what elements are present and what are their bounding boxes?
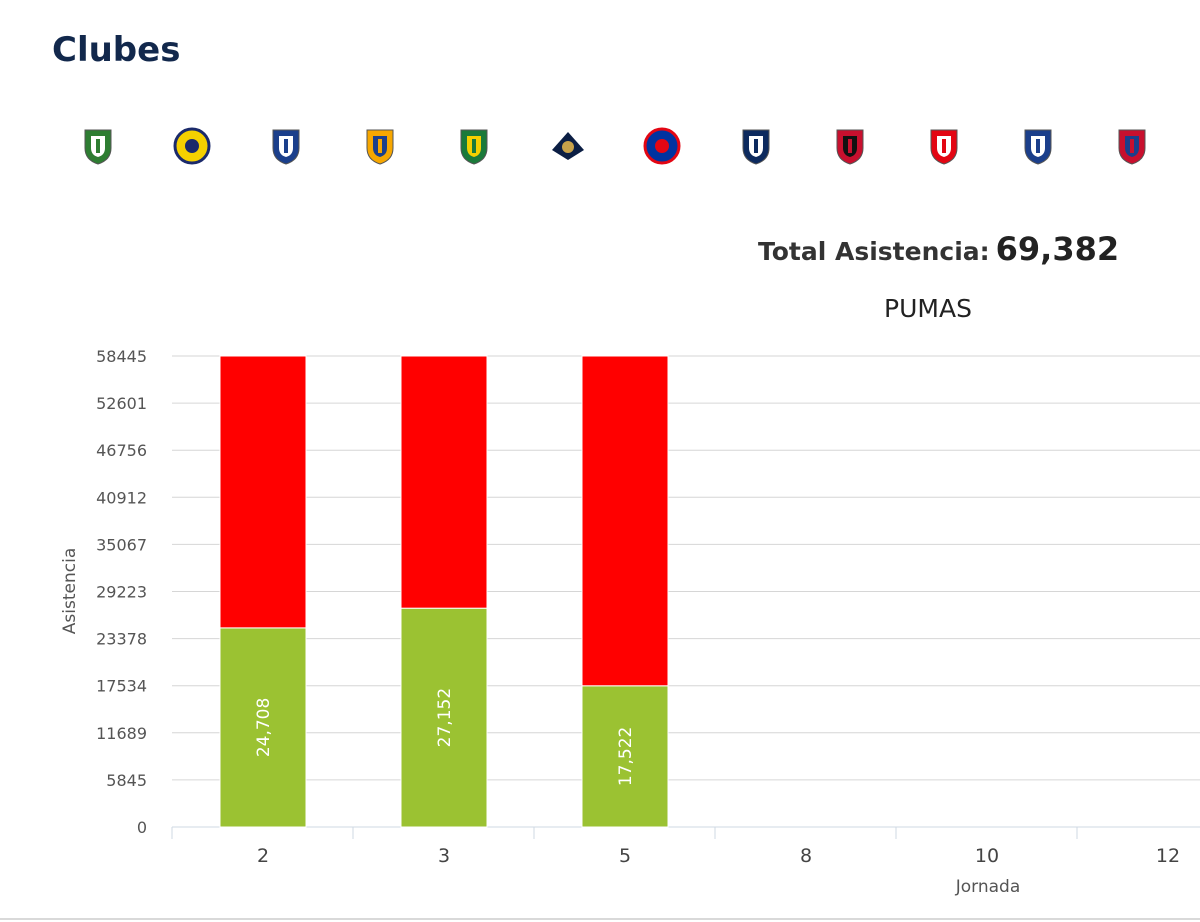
y-tick-label: 0 — [137, 818, 147, 837]
x-tick-label: 12 — [1156, 845, 1180, 867]
pumas-crest-icon[interactable] — [547, 120, 589, 170]
y-tick-label: 23378 — [96, 630, 147, 649]
y-tick-label: 5845 — [106, 771, 147, 790]
clubs-row — [0, 120, 1200, 170]
y-tick-label: 40912 — [96, 488, 147, 507]
total-attendance-value: 69,382 — [995, 230, 1120, 268]
pachuca-crest-icon[interactable] — [1017, 120, 1059, 170]
y-tick-label: 52601 — [96, 394, 147, 413]
x-tick-label: 8 — [800, 845, 812, 867]
total-attendance: Total Asistencia: 69,382 — [758, 230, 1119, 268]
attendance-bar — [400, 607, 488, 828]
bar-data-label: 17,522 — [616, 727, 636, 786]
x-tick-label: 2 — [257, 845, 269, 867]
bottom-divider — [0, 918, 1200, 920]
queretaro-crest-icon[interactable] — [265, 120, 307, 170]
capacity-remaining-bar — [400, 355, 488, 609]
capacity-remaining-bar — [581, 355, 669, 687]
monterrey-crest-icon[interactable] — [735, 120, 777, 170]
x-tick-label: 3 — [438, 845, 450, 867]
total-attendance-label: Total Asistencia: — [758, 237, 990, 266]
bar-data-label: 24,708 — [254, 698, 274, 757]
y-axis-title: Asistencia — [60, 548, 80, 634]
y-tick-label: 17534 — [96, 677, 147, 696]
x-tick-label: 5 — [619, 845, 631, 867]
bar-data-label: 27,152 — [435, 688, 455, 747]
cruz-azul-crest-icon[interactable] — [641, 120, 683, 170]
y-tick-label: 46756 — [96, 441, 147, 460]
santos-crest-icon[interactable] — [77, 120, 119, 170]
attendance-bar — [219, 627, 307, 828]
america-crest-icon[interactable] — [171, 120, 213, 170]
x-tick-label: 10 — [975, 845, 999, 867]
leon-crest-icon[interactable] — [453, 120, 495, 170]
y-tick-label: 11689 — [96, 724, 147, 743]
chivas-crest-icon[interactable] — [1111, 120, 1153, 170]
y-tick-label: 29223 — [96, 582, 147, 601]
chart-title: PUMAS — [884, 294, 972, 323]
atlas-crest-icon[interactable] — [829, 120, 871, 170]
y-tick-label: 35067 — [96, 535, 147, 554]
tigres-crest-icon[interactable] — [359, 120, 401, 170]
section-title: Clubes — [52, 30, 181, 70]
x-axis-title: Jornada — [955, 877, 1021, 897]
capacity-remaining-bar — [219, 355, 307, 629]
y-tick-label: 58445 — [96, 347, 147, 366]
necaxa-crest-icon[interactable] — [923, 120, 965, 170]
attendance-bar — [581, 685, 669, 828]
